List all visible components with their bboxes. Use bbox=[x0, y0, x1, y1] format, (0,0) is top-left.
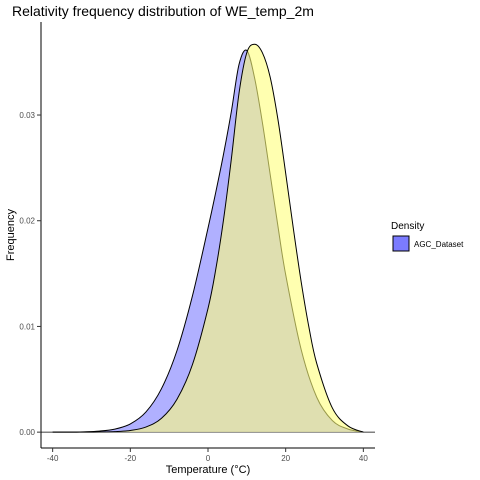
y-axis-title: Frequency bbox=[5, 209, 17, 261]
x-tick-label: 0 bbox=[206, 454, 211, 463]
density-line-series-2 bbox=[52, 43, 364, 433]
y-tick-label: 0.02 bbox=[19, 217, 35, 226]
legend-title: Density bbox=[391, 221, 424, 232]
y-tick-label: 0.00 bbox=[19, 428, 35, 437]
chart-title: Relativity frequency distribution of WE_… bbox=[12, 3, 314, 19]
x-axis-title: Temperature (°C) bbox=[166, 464, 250, 476]
x-tick-label: -40 bbox=[47, 454, 59, 463]
y-tick-label: 0.03 bbox=[19, 111, 35, 120]
legend-swatch-agc-dataset bbox=[392, 235, 410, 252]
x-tick-label: 40 bbox=[359, 454, 368, 463]
density-area-series-2 bbox=[52, 44, 364, 433]
x-tick-label: -20 bbox=[125, 454, 137, 463]
legend: Density AGC_Dataset bbox=[391, 221, 464, 252]
y-tick-label: 0.01 bbox=[19, 322, 35, 331]
legend-label-agc-dataset: AGC_Dataset bbox=[414, 240, 464, 249]
density-areas bbox=[41, 43, 375, 433]
x-axis-ticks: -40 -20 0 20 40 bbox=[47, 448, 368, 463]
x-tick-label: 20 bbox=[281, 454, 290, 463]
y-axis-ticks: 0.00 0.01 0.02 0.03 bbox=[19, 111, 41, 437]
